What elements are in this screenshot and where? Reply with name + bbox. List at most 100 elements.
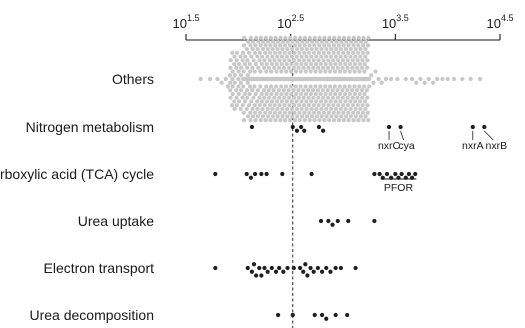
data-point-others: [357, 61, 362, 67]
data-point-others: [297, 35, 303, 40]
data-point-others: [274, 61, 279, 67]
data-point: [372, 218, 377, 224]
data-point: [386, 124, 392, 130]
data-point-others: [329, 39, 334, 44]
data-point-others: [314, 54, 319, 59]
data-point-others: [279, 69, 284, 74]
data-point-others: [389, 76, 394, 82]
data-point-others: [298, 84, 303, 89]
data-point-others: [284, 99, 289, 104]
data-point: [291, 265, 296, 271]
data-point-others: [365, 50, 370, 55]
data-point-others: [287, 103, 292, 108]
data-point: [470, 124, 475, 130]
data-point-others: [287, 43, 293, 48]
data-point-others: [254, 35, 259, 40]
data-point-others: [345, 88, 350, 93]
data-point-others: [328, 61, 333, 67]
data-point-others: [361, 43, 366, 48]
data-point-others: [335, 58, 341, 63]
data-point-others: [269, 69, 274, 74]
data-point-others: [280, 46, 285, 52]
data-point-others: [297, 103, 302, 108]
data-point: [290, 312, 295, 318]
data-point: [321, 128, 326, 133]
data-point-others: [251, 39, 256, 44]
data-point-others: [324, 39, 329, 44]
data-point-others: [267, 95, 272, 100]
data-point: [301, 269, 306, 274]
data-point-others: [232, 54, 237, 59]
data-point-others: [230, 50, 235, 55]
data-point-others: [259, 91, 264, 97]
data-point-others: [237, 99, 242, 104]
data-point: [265, 269, 270, 274]
data-point-others: [244, 88, 250, 93]
data-point-others: [281, 65, 287, 70]
data-point-others: [329, 114, 334, 119]
data-point-others: [240, 50, 246, 55]
data-point-others: [326, 43, 332, 48]
data-point-others: [306, 88, 311, 93]
data-point-others: [228, 88, 233, 93]
data-point-others: [322, 118, 327, 123]
data-point-others: [332, 84, 338, 89]
data-point-others: [270, 99, 275, 104]
data-point-others: [362, 84, 367, 89]
data-point-others: [322, 43, 327, 48]
data-point: [280, 171, 285, 177]
data-point-others: [321, 103, 326, 108]
x-tick-label: 103.5: [382, 13, 409, 31]
data-point-others: [339, 114, 344, 119]
data-point-others: [323, 84, 328, 89]
annotation-label: nxrB: [486, 140, 508, 152]
data-point-others: [303, 69, 308, 74]
data-point-others: [268, 84, 274, 89]
data-point-others: [316, 65, 321, 70]
data-point-others: [282, 95, 287, 100]
data-point: [248, 175, 253, 180]
data-point-others: [348, 106, 353, 112]
data-point-others: [357, 84, 362, 89]
data-point-others: [297, 118, 302, 123]
data-point-others: [273, 110, 278, 115]
data-point-others: [263, 118, 268, 123]
data-point-others: [299, 46, 305, 52]
data-point-others: [301, 58, 306, 63]
data-point-others: [359, 88, 365, 93]
data-point-others: [270, 46, 275, 52]
data-point-others: [277, 65, 282, 70]
data-point-others: [314, 46, 319, 52]
data-point-others: [319, 39, 324, 44]
data-point-others: [279, 54, 285, 59]
data-point-others: [293, 84, 298, 89]
data-point-others: [245, 80, 250, 85]
data-point-others: [267, 58, 272, 63]
data-point-others: [260, 114, 266, 119]
data-point-others: [309, 54, 314, 59]
data-point-others: [251, 95, 256, 100]
data-point-others: [309, 114, 315, 119]
data-point-others: [253, 91, 258, 97]
data-point-others: [351, 110, 356, 115]
data-point-others: [312, 43, 317, 48]
data-point-others: [353, 114, 358, 119]
data-point-others: [236, 69, 241, 74]
data-point-others: [240, 103, 245, 108]
data-point-others: [357, 69, 362, 74]
data-point-others: [288, 84, 294, 89]
data-point-others: [247, 50, 252, 55]
data-point-others: [287, 110, 292, 115]
data-point-others: [289, 91, 294, 97]
data-point-others: [264, 84, 269, 89]
data-point-others: [289, 106, 295, 112]
data-point-others: [353, 99, 358, 104]
data-point: [305, 273, 310, 278]
data-point-others: [293, 69, 299, 74]
data-point-others: [355, 50, 361, 55]
data-point-others: [264, 61, 269, 67]
data-point-others: [287, 50, 292, 55]
data-point-others: [295, 39, 300, 44]
data-point-others: [347, 91, 353, 97]
data-point-others: [291, 95, 297, 100]
